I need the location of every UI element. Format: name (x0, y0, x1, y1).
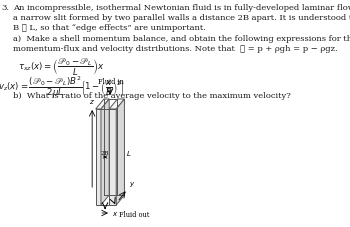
Text: 2B: 2B (101, 150, 109, 155)
Polygon shape (96, 100, 109, 109)
Text: $z$: $z$ (89, 98, 95, 106)
Text: $\tau_{xz}(x) = \left(\dfrac{\mathscr{P}_0 - \mathscr{P}_L}{L}\right) x$: $\tau_{xz}(x) = \left(\dfrac{\mathscr{P}… (18, 57, 105, 78)
Text: B ≪ L, so that “edge effects” are unimportant.: B ≪ L, so that “edge effects” are unimpo… (13, 24, 206, 32)
Polygon shape (96, 109, 101, 205)
Polygon shape (116, 100, 125, 205)
Text: $y$: $y$ (128, 179, 135, 188)
Text: b)  What is ratio of the average velocity to the maximum velocity?: b) What is ratio of the average velocity… (13, 92, 290, 100)
Text: a)  Make a shell momentum balance, and obtain the following expressions for the : a) Make a shell momentum balance, and ob… (13, 35, 350, 42)
Text: An incompressible, isothermal Newtonian fluid is in fully-developed laminar flow: An incompressible, isothermal Newtonian … (13, 4, 350, 12)
Text: 3.: 3. (2, 4, 10, 12)
Text: $v_z(x) = \dfrac{(\mathscr{P}_0 - \mathscr{P}_L)B^2}{2\mu L} \left[1 - \left(\df: $v_z(x) = \dfrac{(\mathscr{P}_0 - \maths… (0, 74, 125, 99)
Text: $L$: $L$ (126, 148, 132, 157)
Polygon shape (109, 109, 116, 205)
Text: Fluid in: Fluid in (98, 78, 124, 86)
Text: $x$: $x$ (112, 209, 119, 217)
Polygon shape (109, 100, 125, 109)
Text: momentum-flux and velocity distributions. Note that  𝒫 = p + ρgh = p − ρgz.: momentum-flux and velocity distributions… (13, 44, 337, 53)
Text: a narrow slit formed by two parallel walls a distance 2B apart. It is understood: a narrow slit formed by two parallel wal… (13, 14, 350, 22)
Text: Fluid out: Fluid out (119, 210, 150, 218)
Polygon shape (101, 100, 109, 205)
